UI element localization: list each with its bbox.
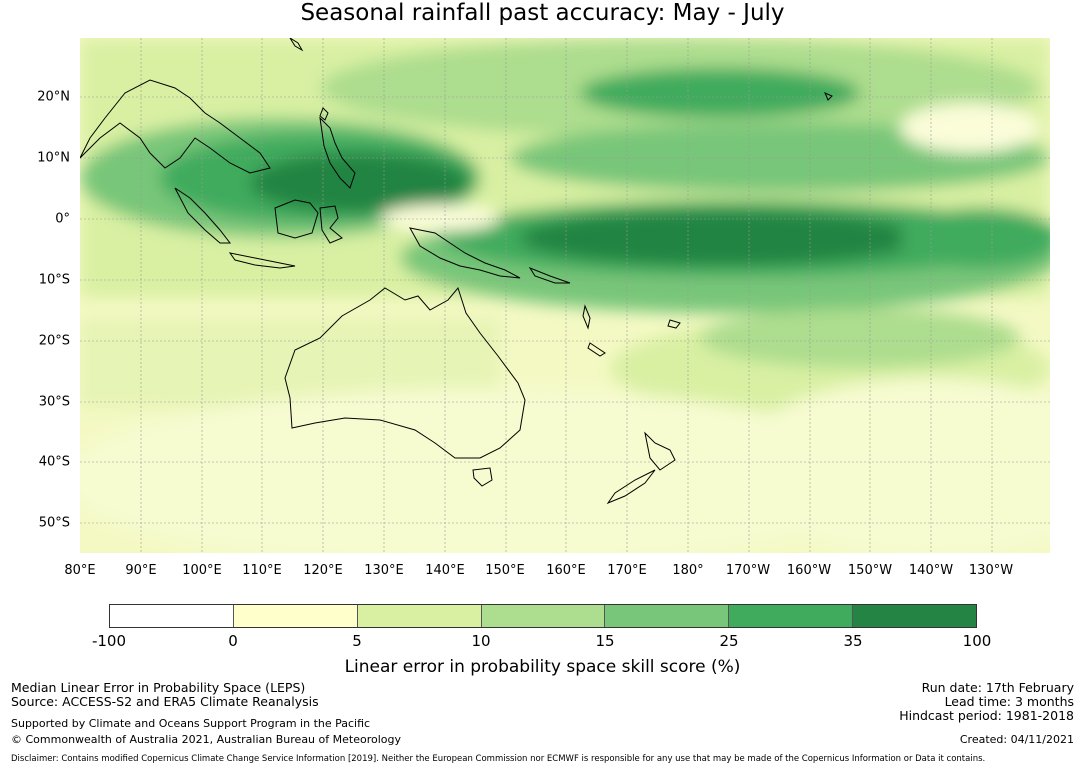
y-tick-label: 10°S	[38, 272, 70, 288]
hawaii-coast	[824, 92, 833, 101]
taiwan-coast	[319, 107, 329, 121]
x-tick-label: 180°	[672, 563, 704, 578]
x-tick-label: 170°E	[607, 563, 647, 578]
y-tick-label: 20°S	[38, 333, 70, 349]
x-tick-label: 140°W	[908, 563, 954, 578]
x-tick-label: 120°E	[303, 563, 343, 578]
colorbar-segment	[110, 605, 234, 627]
colorbar-segment	[233, 605, 358, 627]
philippines-coast	[319, 116, 356, 189]
colorbar-segment	[605, 605, 730, 627]
tasmania-coast	[472, 467, 493, 487]
sulawesi-coast	[319, 205, 343, 244]
colorbar-tick: 5	[352, 632, 362, 650]
asia-coast	[80, 79, 271, 174]
solomons-coast	[528, 266, 571, 284]
footer-source: Source: ACCESS-S2 and ERA5 Climate Reana…	[11, 694, 319, 709]
footer-run-date: Run date: 17th February	[921, 680, 1074, 695]
colorbar-tick: 0	[228, 632, 238, 650]
coastlines	[80, 38, 833, 505]
x-tick-label: 130°W	[968, 563, 1014, 578]
new-caledonia-coast	[587, 342, 606, 357]
japan-coast	[289, 38, 304, 52]
vanuatu-coast	[582, 304, 591, 330]
x-tick-label: 160°E	[546, 563, 586, 578]
footer-copyright: © Commonwealth of Australia 2021, Austra…	[11, 733, 401, 746]
colorbar	[109, 604, 977, 628]
java-coast	[228, 252, 296, 269]
disclaimer: Disclaimer: Contains modified Copernicus…	[11, 754, 986, 764]
y-tick-label: 50°S	[38, 515, 70, 531]
sumatra-coast	[174, 187, 232, 244]
x-tick-label: 160°W	[786, 563, 832, 578]
colorbar-label: Linear error in probability space skill …	[344, 657, 741, 677]
skill-map	[80, 38, 1050, 553]
new-zealand-north	[644, 431, 676, 471]
x-tick-label: 140°E	[425, 563, 465, 578]
colorbar-tick: 25	[719, 632, 739, 650]
y-tick-label: 10°N	[37, 150, 70, 166]
x-tick-label: 80°E	[64, 563, 96, 578]
footer-support: Supported by Climate and Oceans Support …	[11, 717, 371, 730]
x-tick-label: 170°W	[725, 563, 771, 578]
colorbar-segment	[481, 605, 606, 627]
chart-title: Seasonal rainfall past accuracy: May - J…	[300, 0, 785, 26]
y-tick-label: 20°N	[37, 89, 70, 105]
skill-field	[80, 38, 1050, 553]
map-panel	[80, 38, 1050, 553]
footer-leps: Median Linear Error in Probability Space…	[11, 680, 306, 695]
colorbar-segment	[357, 605, 482, 627]
x-tick-label: 150°E	[485, 563, 525, 578]
footer-lead-time: Lead time: 3 months	[944, 694, 1074, 709]
x-tick-label: 100°E	[182, 563, 222, 578]
colorbar-tick: -100	[91, 632, 127, 650]
colorbar-segment	[853, 605, 977, 627]
x-tick-label: 90°E	[125, 563, 157, 578]
x-tick-label: 110°E	[242, 563, 282, 578]
graticule	[80, 38, 1050, 553]
new-guinea-coast	[409, 227, 521, 279]
footer-created: Created: 04/11/2021	[959, 733, 1074, 746]
new-zealand-south	[606, 469, 656, 505]
y-tick-label: 40°S	[38, 454, 70, 470]
colorbar-tick: 100	[962, 632, 992, 650]
footer-hindcast: Hindcast period: 1981-2018	[899, 708, 1074, 723]
y-tick-label: 30°S	[38, 394, 70, 410]
colorbar-tick: 10	[471, 632, 491, 650]
y-tick-label: 0°	[55, 211, 70, 227]
x-tick-label: 130°E	[364, 563, 404, 578]
australia-coast	[284, 286, 526, 459]
borneo-coast	[274, 199, 319, 239]
x-tick-label: 150°W	[847, 563, 893, 578]
fiji-coast	[667, 319, 681, 329]
colorbar-tick: 15	[595, 632, 615, 650]
colorbar-tick: 35	[843, 632, 863, 650]
colorbar-segment	[729, 605, 854, 627]
